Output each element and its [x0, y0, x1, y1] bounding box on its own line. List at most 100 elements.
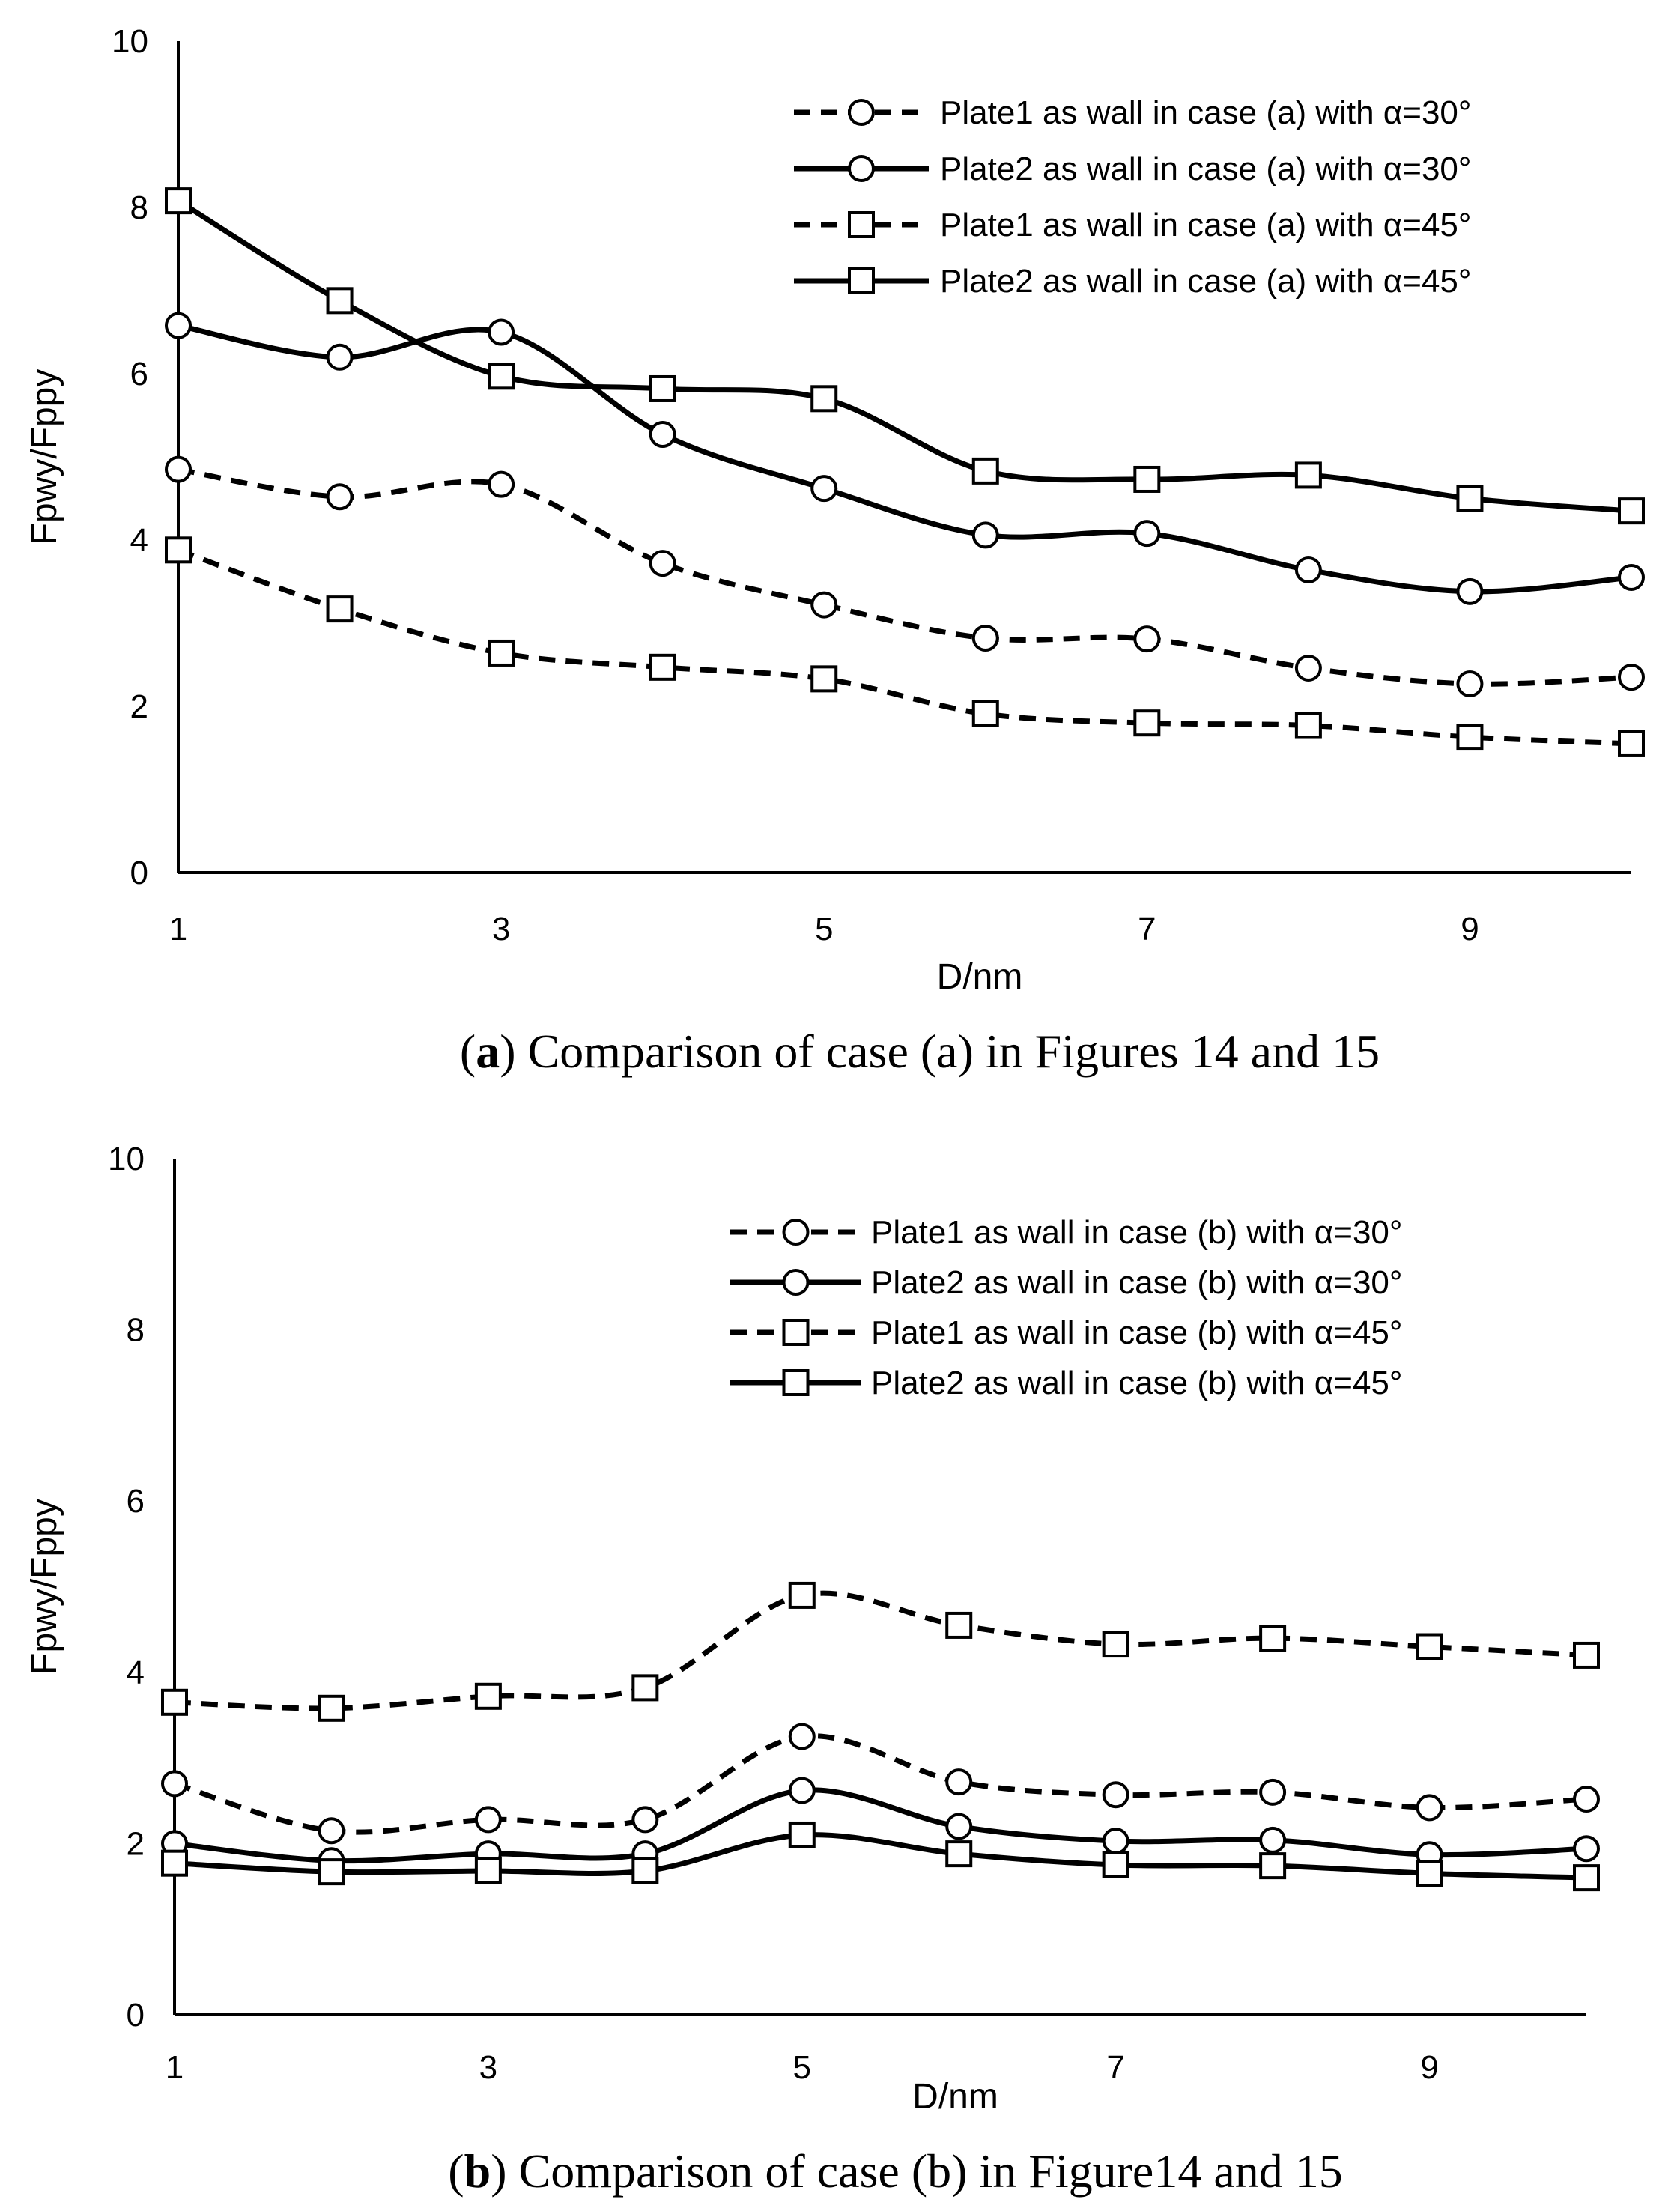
data-point-circle	[488, 470, 515, 498]
series-line	[173, 1733, 1587, 1835]
legend-entry: Plate2 as wall in case (b) with α=45°	[730, 1365, 1402, 1401]
legend-label: Plate2 as wall in case (b) with α=45°	[871, 1365, 1402, 1401]
legend-label: Plate2 as wall in case (a) with α=30°	[940, 151, 1471, 187]
data-point-square	[1416, 1860, 1443, 1887]
legend-marker	[848, 99, 875, 126]
x-tick-label: 1	[169, 911, 187, 947]
legend-marker	[848, 211, 875, 238]
x-axis-label: D/nm	[937, 957, 1023, 997]
data-point-circle	[326, 343, 354, 371]
y-axis-label: Fpwy/Fppy	[25, 369, 64, 545]
legend-entry: Plate2 as wall in case (b) with α=30°	[730, 1264, 1402, 1301]
data-point-square	[1456, 485, 1484, 512]
series-line	[177, 548, 1632, 747]
legend-label: Plate2 as wall in case (a) with α=45°	[940, 263, 1471, 300]
data-point-circle	[161, 1770, 188, 1798]
data-point-circle	[788, 1777, 816, 1804]
data-point-square	[1259, 1625, 1287, 1652]
data-point-circle	[788, 1723, 816, 1750]
legend-label: Plate1 as wall in case (b) with α=30°	[871, 1214, 1402, 1251]
data-point-circle	[1133, 625, 1161, 653]
legend-entry: Plate1 as wall in case (a) with α=30°	[794, 94, 1471, 131]
y-tick-label: 6	[127, 1483, 145, 1520]
data-point-circle	[488, 318, 515, 346]
data-point-square	[488, 639, 515, 667]
data-point-square	[165, 536, 192, 564]
data-point-circle	[318, 1817, 345, 1845]
data-point-circle	[1618, 563, 1645, 591]
data-point-circle	[1294, 654, 1322, 682]
data-point-circle	[631, 1806, 659, 1834]
series-line	[174, 1590, 1587, 1711]
data-point-square	[161, 1688, 188, 1716]
data-point-square	[649, 653, 676, 681]
data-point-square	[326, 287, 354, 315]
y-tick-label: 8	[130, 189, 148, 226]
series-3	[161, 1581, 1600, 1722]
data-point-square	[971, 457, 999, 485]
legend-marker	[782, 1369, 810, 1396]
caption: (a) Comparison of case (a) in Figures 14…	[460, 1025, 1380, 1078]
data-point-circle	[945, 1768, 973, 1796]
x-tick-label: 9	[1461, 911, 1479, 947]
data-point-square	[1294, 461, 1322, 489]
legend-marker	[848, 155, 875, 182]
data-point-circle	[1294, 556, 1322, 583]
legend-label: Plate1 as wall in case (b) with α=45°	[871, 1314, 1402, 1351]
data-point-square	[1618, 730, 1645, 757]
series-line	[177, 198, 1632, 514]
chart-b: 0 2 4 6 8 10 1 3 5 7 9 D/nm Fpwy/Fppy Plate1 as wall …	[25, 1141, 1600, 2198]
data-point-square	[1133, 709, 1161, 737]
legend-entry: Plate2 as wall in case (a) with α=30°	[794, 151, 1471, 187]
x-axis-label: D/nm	[912, 2077, 998, 2117]
data-point-circle	[810, 475, 838, 503]
data-point-square	[1259, 1852, 1287, 1880]
chart-a: 0 2 4 6 8 10 1 3 5 7 9 D/nm Fpwy/Fppy Plate1 as wall …	[25, 23, 1645, 1078]
y-tick-label: 6	[130, 356, 148, 392]
y-tick-label: 4	[130, 522, 148, 559]
data-point-circle	[165, 455, 192, 483]
legend-label: Plate1 as wall in case (a) with α=30°	[940, 94, 1471, 131]
y-tick-label: 0	[127, 1997, 145, 2033]
data-point-circle	[649, 550, 676, 577]
data-point-square	[318, 1858, 345, 1886]
series-line	[178, 467, 1632, 687]
data-point-square	[971, 700, 999, 727]
y-tick-label: 0	[130, 855, 148, 891]
data-point-square	[945, 1840, 973, 1868]
data-point-square	[474, 1682, 502, 1710]
x-tick-label: 7	[1106, 2049, 1124, 2086]
caption-letter: a	[476, 1025, 500, 1078]
data-point-square	[788, 1821, 816, 1848]
y-axis-label: Fpwy/Fppy	[25, 1499, 64, 1675]
data-point-square	[631, 1857, 659, 1884]
legend-marker	[848, 267, 875, 294]
data-point-circle	[1456, 577, 1484, 605]
legend-entry: Plate1 as wall in case (a) with α=45°	[794, 207, 1471, 243]
data-point-circle	[1102, 1827, 1129, 1854]
caption-open: (	[460, 1025, 476, 1078]
data-point-square	[1133, 465, 1161, 493]
data-point-circle	[649, 421, 676, 449]
data-point-square	[1102, 1851, 1129, 1878]
data-point-square	[165, 187, 192, 215]
data-point-square	[1102, 1631, 1129, 1658]
legend-entry: Plate1 as wall in case (b) with α=30°	[730, 1214, 1402, 1251]
data-point-square	[810, 665, 838, 693]
legend-entry: Plate1 as wall in case (b) with α=45°	[730, 1314, 1402, 1351]
data-point-square	[161, 1849, 188, 1877]
data-point-square	[649, 374, 676, 402]
series-2	[165, 312, 1645, 605]
data-point-square	[945, 1611, 973, 1639]
series-line	[174, 1832, 1587, 1881]
data-point-circle	[165, 312, 192, 339]
data-point-square	[788, 1581, 816, 1609]
caption-text: ) Comparison of case (b) in Figure14 and…	[491, 2144, 1343, 2198]
x-tick-label: 9	[1420, 2049, 1438, 2086]
data-point-square	[488, 363, 515, 390]
legend-marker	[782, 1219, 810, 1246]
y-tick-label: 8	[127, 1312, 145, 1349]
data-point-circle	[1573, 1835, 1600, 1863]
data-point-square	[1618, 497, 1645, 525]
